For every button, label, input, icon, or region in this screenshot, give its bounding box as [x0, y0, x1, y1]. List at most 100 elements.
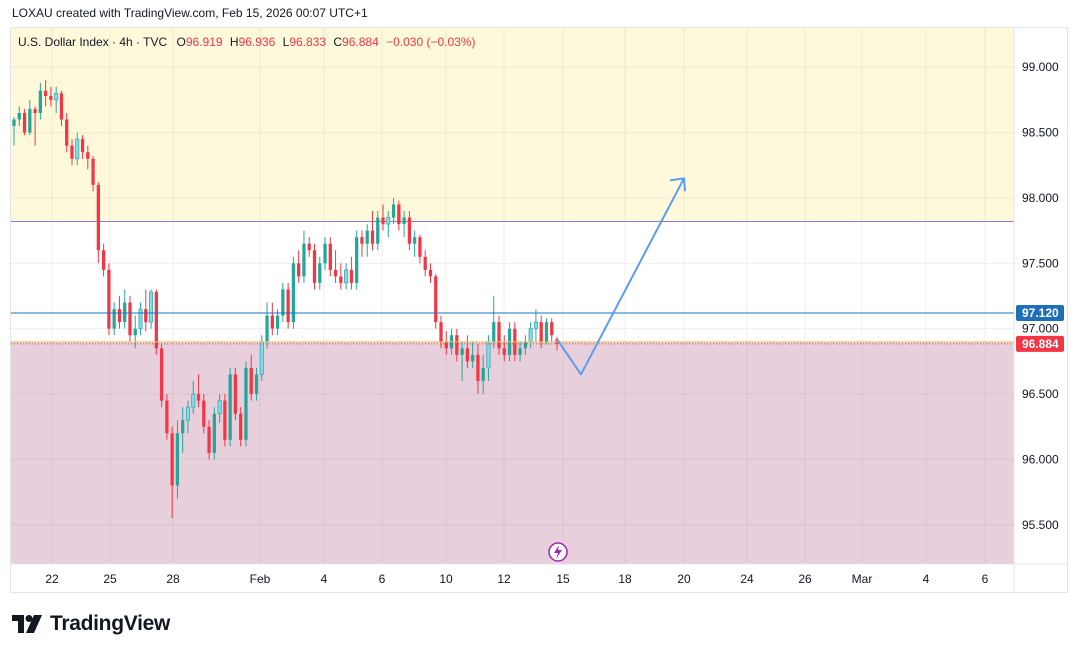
- candle: [439, 315, 443, 349]
- candle-body: [96, 184, 100, 251]
- candle: [65, 112, 69, 153]
- candle: [107, 263, 111, 336]
- y-tick-label: 96.500: [1022, 387, 1059, 401]
- x-tick-label: 25: [103, 572, 117, 586]
- candle-body: [413, 237, 417, 244]
- candle: [391, 197, 396, 225]
- candle: [318, 256, 322, 290]
- candle-body: [307, 243, 311, 251]
- candle: [17, 106, 21, 127]
- candle-body: [17, 112, 21, 120]
- candle-body: [518, 348, 522, 355]
- candle: [212, 407, 216, 460]
- candle: [397, 200, 401, 231]
- candle: [523, 335, 528, 355]
- open-label: O: [176, 35, 186, 49]
- candle-body: [528, 328, 533, 343]
- tradingview-logo[interactable]: TradingView: [12, 612, 170, 636]
- candle: [159, 344, 164, 408]
- x-tick-label: 20: [677, 572, 691, 586]
- candle-body: [165, 400, 169, 434]
- candle: [370, 211, 375, 251]
- tradingview-mark-icon: [12, 615, 42, 633]
- candle: [465, 335, 470, 368]
- candle-body: [376, 217, 380, 244]
- candle-body: [386, 217, 391, 225]
- candle-body: [423, 256, 427, 270]
- candle-body: [444, 341, 448, 349]
- candle-body: [259, 341, 264, 375]
- x-tick-label: 15: [556, 572, 570, 586]
- chart-frame: [10, 27, 1068, 593]
- candle-body: [286, 289, 290, 323]
- candle-body: [91, 158, 95, 185]
- candle: [112, 302, 116, 336]
- candle-body: [339, 276, 343, 283]
- candle-body: [407, 217, 412, 244]
- candle-body: [181, 420, 185, 434]
- x-tick-label: 28: [166, 572, 180, 586]
- candle: [22, 109, 27, 136]
- candle-body: [70, 145, 74, 159]
- candle-body: [302, 243, 306, 277]
- candle-body: [291, 263, 296, 323]
- candle-body: [471, 354, 475, 362]
- x-tick-label: 10: [439, 572, 453, 586]
- x-tick-label: 6: [379, 572, 386, 586]
- candle-body: [249, 367, 253, 395]
- candle: [550, 318, 554, 342]
- candle: [202, 394, 206, 434]
- candle-body: [175, 433, 180, 486]
- candle-body: [434, 276, 438, 323]
- candle-body: [397, 204, 401, 225]
- candle-body: [360, 237, 364, 244]
- candle-body: [12, 119, 16, 127]
- candle-body: [196, 394, 201, 401]
- candle: [434, 273, 438, 329]
- candle-body: [228, 374, 232, 440]
- candle-body: [455, 335, 459, 355]
- candle-body: [318, 263, 322, 283]
- y-tick-label: 98.000: [1022, 191, 1059, 205]
- candle: [12, 116, 16, 146]
- candle-body: [265, 315, 269, 342]
- candle-body: [244, 367, 248, 440]
- y-tick-label: 97.000: [1022, 322, 1059, 336]
- x-tick-label: 4: [923, 572, 930, 586]
- candle: [539, 315, 543, 349]
- candle-body: [270, 315, 274, 329]
- candle-body: [101, 250, 106, 270]
- candle: [175, 420, 180, 499]
- candle-body: [297, 263, 301, 277]
- candle-body: [154, 292, 158, 349]
- candle-body: [65, 119, 69, 146]
- candle: [207, 420, 211, 460]
- candle-body: [28, 109, 32, 133]
- candle-body: [202, 400, 206, 427]
- candle: [28, 99, 32, 136]
- candle: [33, 106, 37, 146]
- candle-body: [275, 315, 280, 329]
- candle: [307, 237, 311, 257]
- candle-body: [233, 374, 238, 414]
- x-tick-label: 4: [321, 572, 328, 586]
- candle-body: [22, 112, 27, 133]
- x-tick-label: 6: [982, 572, 989, 586]
- candle-body: [117, 309, 122, 323]
- candle: [91, 156, 95, 192]
- x-tick-label: 12: [497, 572, 511, 586]
- candle-body: [381, 217, 385, 225]
- candle-body: [170, 433, 174, 486]
- candle-body: [86, 152, 90, 159]
- candle-body: [123, 302, 127, 323]
- candle: [497, 315, 501, 355]
- candle: [328, 237, 332, 277]
- candle-body: [80, 139, 85, 153]
- candle-body: [460, 348, 464, 355]
- candle-body: [349, 269, 354, 283]
- candle: [249, 354, 253, 401]
- candle: [96, 182, 100, 264]
- candle-body: [107, 269, 111, 329]
- candle-body: [323, 243, 327, 264]
